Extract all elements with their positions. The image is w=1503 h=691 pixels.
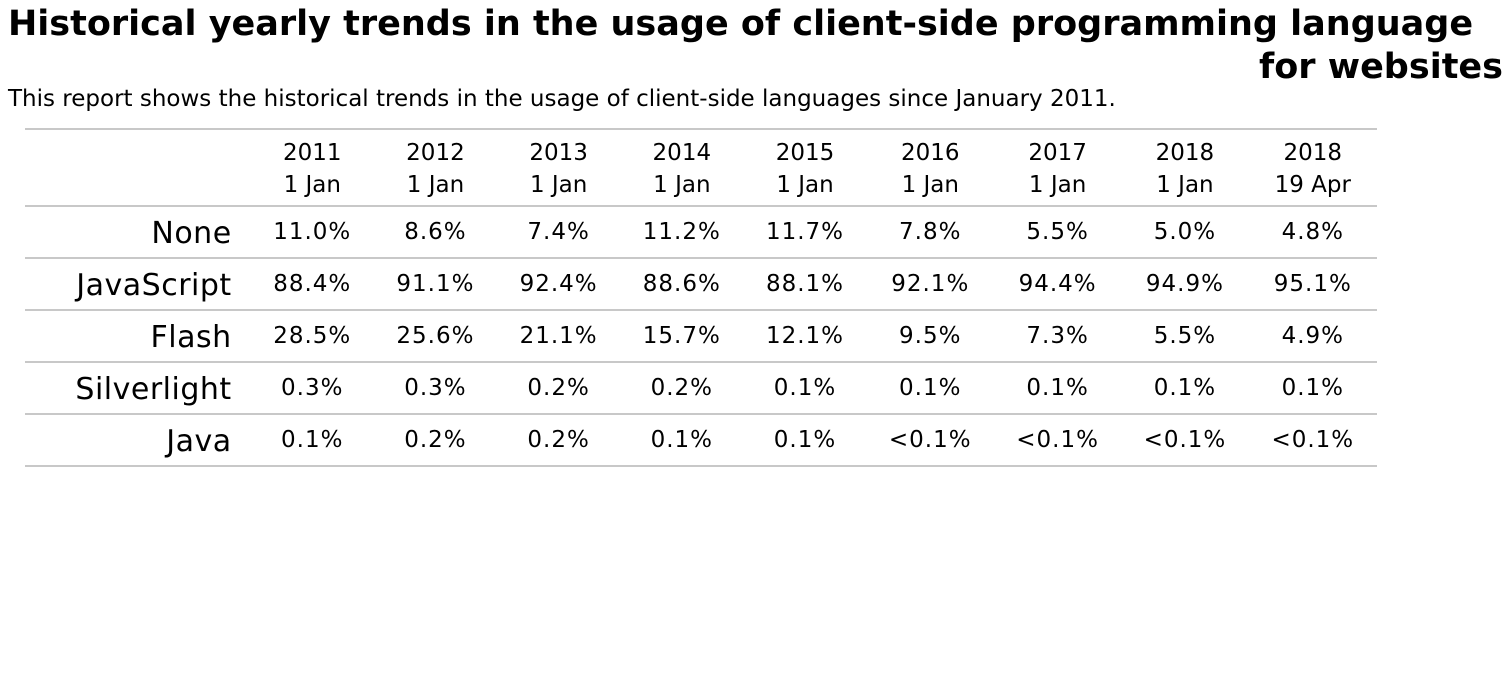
table-cell-value: 4.9% — [1281, 323, 1345, 349]
table-cell-value: 88.6% — [642, 271, 721, 297]
table-cell-value: 0.1% — [1026, 375, 1089, 401]
column-header: 2013 1 Jan — [497, 129, 620, 206]
column-header-year: 2011 — [282, 140, 342, 166]
column-header-year: 2017 — [1028, 140, 1087, 166]
column-header-date: 1 Jan — [1156, 172, 1214, 198]
column-header-year: 2012 — [406, 140, 465, 166]
table-cell-value: 5.0% — [1153, 219, 1217, 245]
table-cell-value: 0.1% — [1281, 375, 1345, 401]
table-cell-value: 5.5% — [1153, 323, 1217, 349]
column-header-date: 1 Jan — [653, 172, 711, 198]
column-header: 2012 1 Jan — [374, 129, 497, 206]
table-cell-value: 0.3% — [281, 375, 344, 401]
table-cell-value: 11.0% — [273, 219, 352, 245]
table-cell-value: <0.1% — [888, 427, 972, 453]
row-label: Flash — [150, 320, 232, 355]
table-cell-value: 15.7% — [642, 323, 721, 349]
column-header: 2011 1 Jan — [251, 129, 374, 206]
table-body: None 11.0% 8.6% 7.4% 11.2% 11.7% 7.8% 5.5% 5.0% 4… — [25, 206, 1377, 466]
table-cell-value: 88.4% — [273, 271, 352, 297]
table-cell-value: 0.1% — [899, 375, 962, 401]
table-cell-value: 9.5% — [899, 323, 962, 349]
table-cell-value: 0.1% — [650, 427, 714, 453]
table-header-row: 2011 1 Jan 2012 1 Jan 2013 1 Jan 2014 1 Jan 2015… — [25, 129, 1377, 206]
page-title: Historical yearly trends in the usage of… — [0, 0, 1503, 92]
table-cell-value: 5.5% — [1026, 219, 1089, 245]
row-label: JavaScript — [76, 268, 232, 303]
table-cell-value: 4.8% — [1281, 219, 1345, 245]
trends-table: 2011 1 Jan 2012 1 Jan 2013 1 Jan 2014 1 Jan 2015… — [25, 128, 1377, 467]
column-header-year: 2018 — [1283, 140, 1343, 166]
column-header-date: 1 Jan — [776, 172, 834, 198]
column-header-date: 1 Jan — [283, 172, 341, 198]
column-header: 2018 1 Jan — [1121, 129, 1248, 206]
table-cell-value: 0.1% — [773, 427, 837, 453]
table-cell-value: 95.1% — [1273, 271, 1352, 297]
table-cell-value: <0.1% — [1143, 427, 1227, 453]
page-title-line-2: for websites — [1259, 47, 1503, 87]
row-label: Java — [166, 424, 232, 459]
table-cell-value: 94.4% — [1018, 271, 1097, 297]
table-cell-value: 0.3% — [404, 375, 467, 401]
column-header-year: 2015 — [775, 140, 835, 166]
column-header: 2016 1 Jan — [867, 129, 994, 206]
table-cell-value: 7.4% — [527, 219, 590, 245]
table-cell-value: 94.9% — [1145, 271, 1224, 297]
table-cell-value: 11.2% — [642, 219, 721, 245]
column-header-date: 19 Apr — [1274, 172, 1351, 198]
column-header: 2017 1 Jan — [994, 129, 1121, 206]
table-row: Flash 28.5% 25.6% 21.1% 15.7% 12.1% 9.5% 7.3% 5.… — [25, 310, 1377, 362]
column-header-date: 1 Jan — [529, 172, 588, 198]
column-header-date: 1 Jan — [406, 172, 465, 198]
table-cell-value: 7.8% — [899, 219, 962, 245]
table-row: Java 0.1% 0.2% 0.2% 0.1% 0.1% <0.1% <0.1% <0.1% <… — [25, 414, 1377, 466]
table-cell-value: 0.1% — [281, 427, 344, 453]
page-title-line-1: Historical yearly trends in the usage of… — [8, 4, 1474, 44]
column-header-year: 2016 — [901, 140, 960, 166]
column-header-date: 1 Jan — [1028, 172, 1087, 198]
trends-table-container: 2011 1 Jan 2012 1 Jan 2013 1 Jan 2014 1 Jan 2015… — [25, 128, 1377, 467]
table-cell-value: 0.2% — [527, 375, 590, 401]
table-cell-value: 11.7% — [765, 219, 845, 245]
table-cell-value: 0.1% — [1153, 375, 1217, 401]
table-cell-value: 91.1% — [396, 271, 475, 297]
table-cell-value: 7.3% — [1026, 323, 1089, 349]
table-cell-value: 0.2% — [650, 375, 714, 401]
column-header-year: 2013 — [529, 140, 588, 166]
column-header: 2018 19 Apr — [1249, 129, 1377, 206]
table-row: None 11.0% 8.6% 7.4% 11.2% 11.7% 7.8% 5.5% 5.0% 4… — [25, 206, 1377, 258]
row-label: None — [151, 216, 232, 251]
table-cell-value: 0.1% — [773, 375, 837, 401]
table-cell-value: 92.1% — [891, 271, 970, 297]
column-header-date: 1 Jan — [901, 172, 959, 198]
table-cell-value: 12.1% — [765, 323, 845, 349]
column-header: 2015 1 Jan — [743, 129, 866, 206]
column-header-year: 2014 — [652, 140, 712, 166]
table-cell-value: <0.1% — [1271, 427, 1355, 453]
report-description: This report shows the historical trends … — [8, 86, 1116, 112]
table-cell-value: 0.2% — [404, 427, 467, 453]
header-corner-cell — [25, 129, 251, 206]
row-label: Silverlight — [75, 372, 232, 407]
table-row: Silverlight 0.3% 0.3% 0.2% 0.2% 0.1% 0.1% 0.1% 0… — [25, 362, 1377, 414]
table-cell-value: 0.2% — [527, 427, 590, 453]
table-cell-value: 92.4% — [519, 271, 598, 297]
table-cell-value: 21.1% — [519, 323, 598, 349]
column-header-year: 2018 — [1155, 140, 1215, 166]
table-cell-value: 28.5% — [273, 323, 352, 349]
table-row: JavaScript 88.4% 91.1% 92.4% 88.6% 88.1% 92.1%… — [25, 258, 1377, 310]
table-cell-value: 88.1% — [765, 271, 845, 297]
table-cell-value: <0.1% — [1016, 427, 1099, 453]
column-header: 2014 1 Jan — [620, 129, 743, 206]
table-cell-value: 8.6% — [404, 219, 467, 245]
table-cell-value: 25.6% — [396, 323, 475, 349]
